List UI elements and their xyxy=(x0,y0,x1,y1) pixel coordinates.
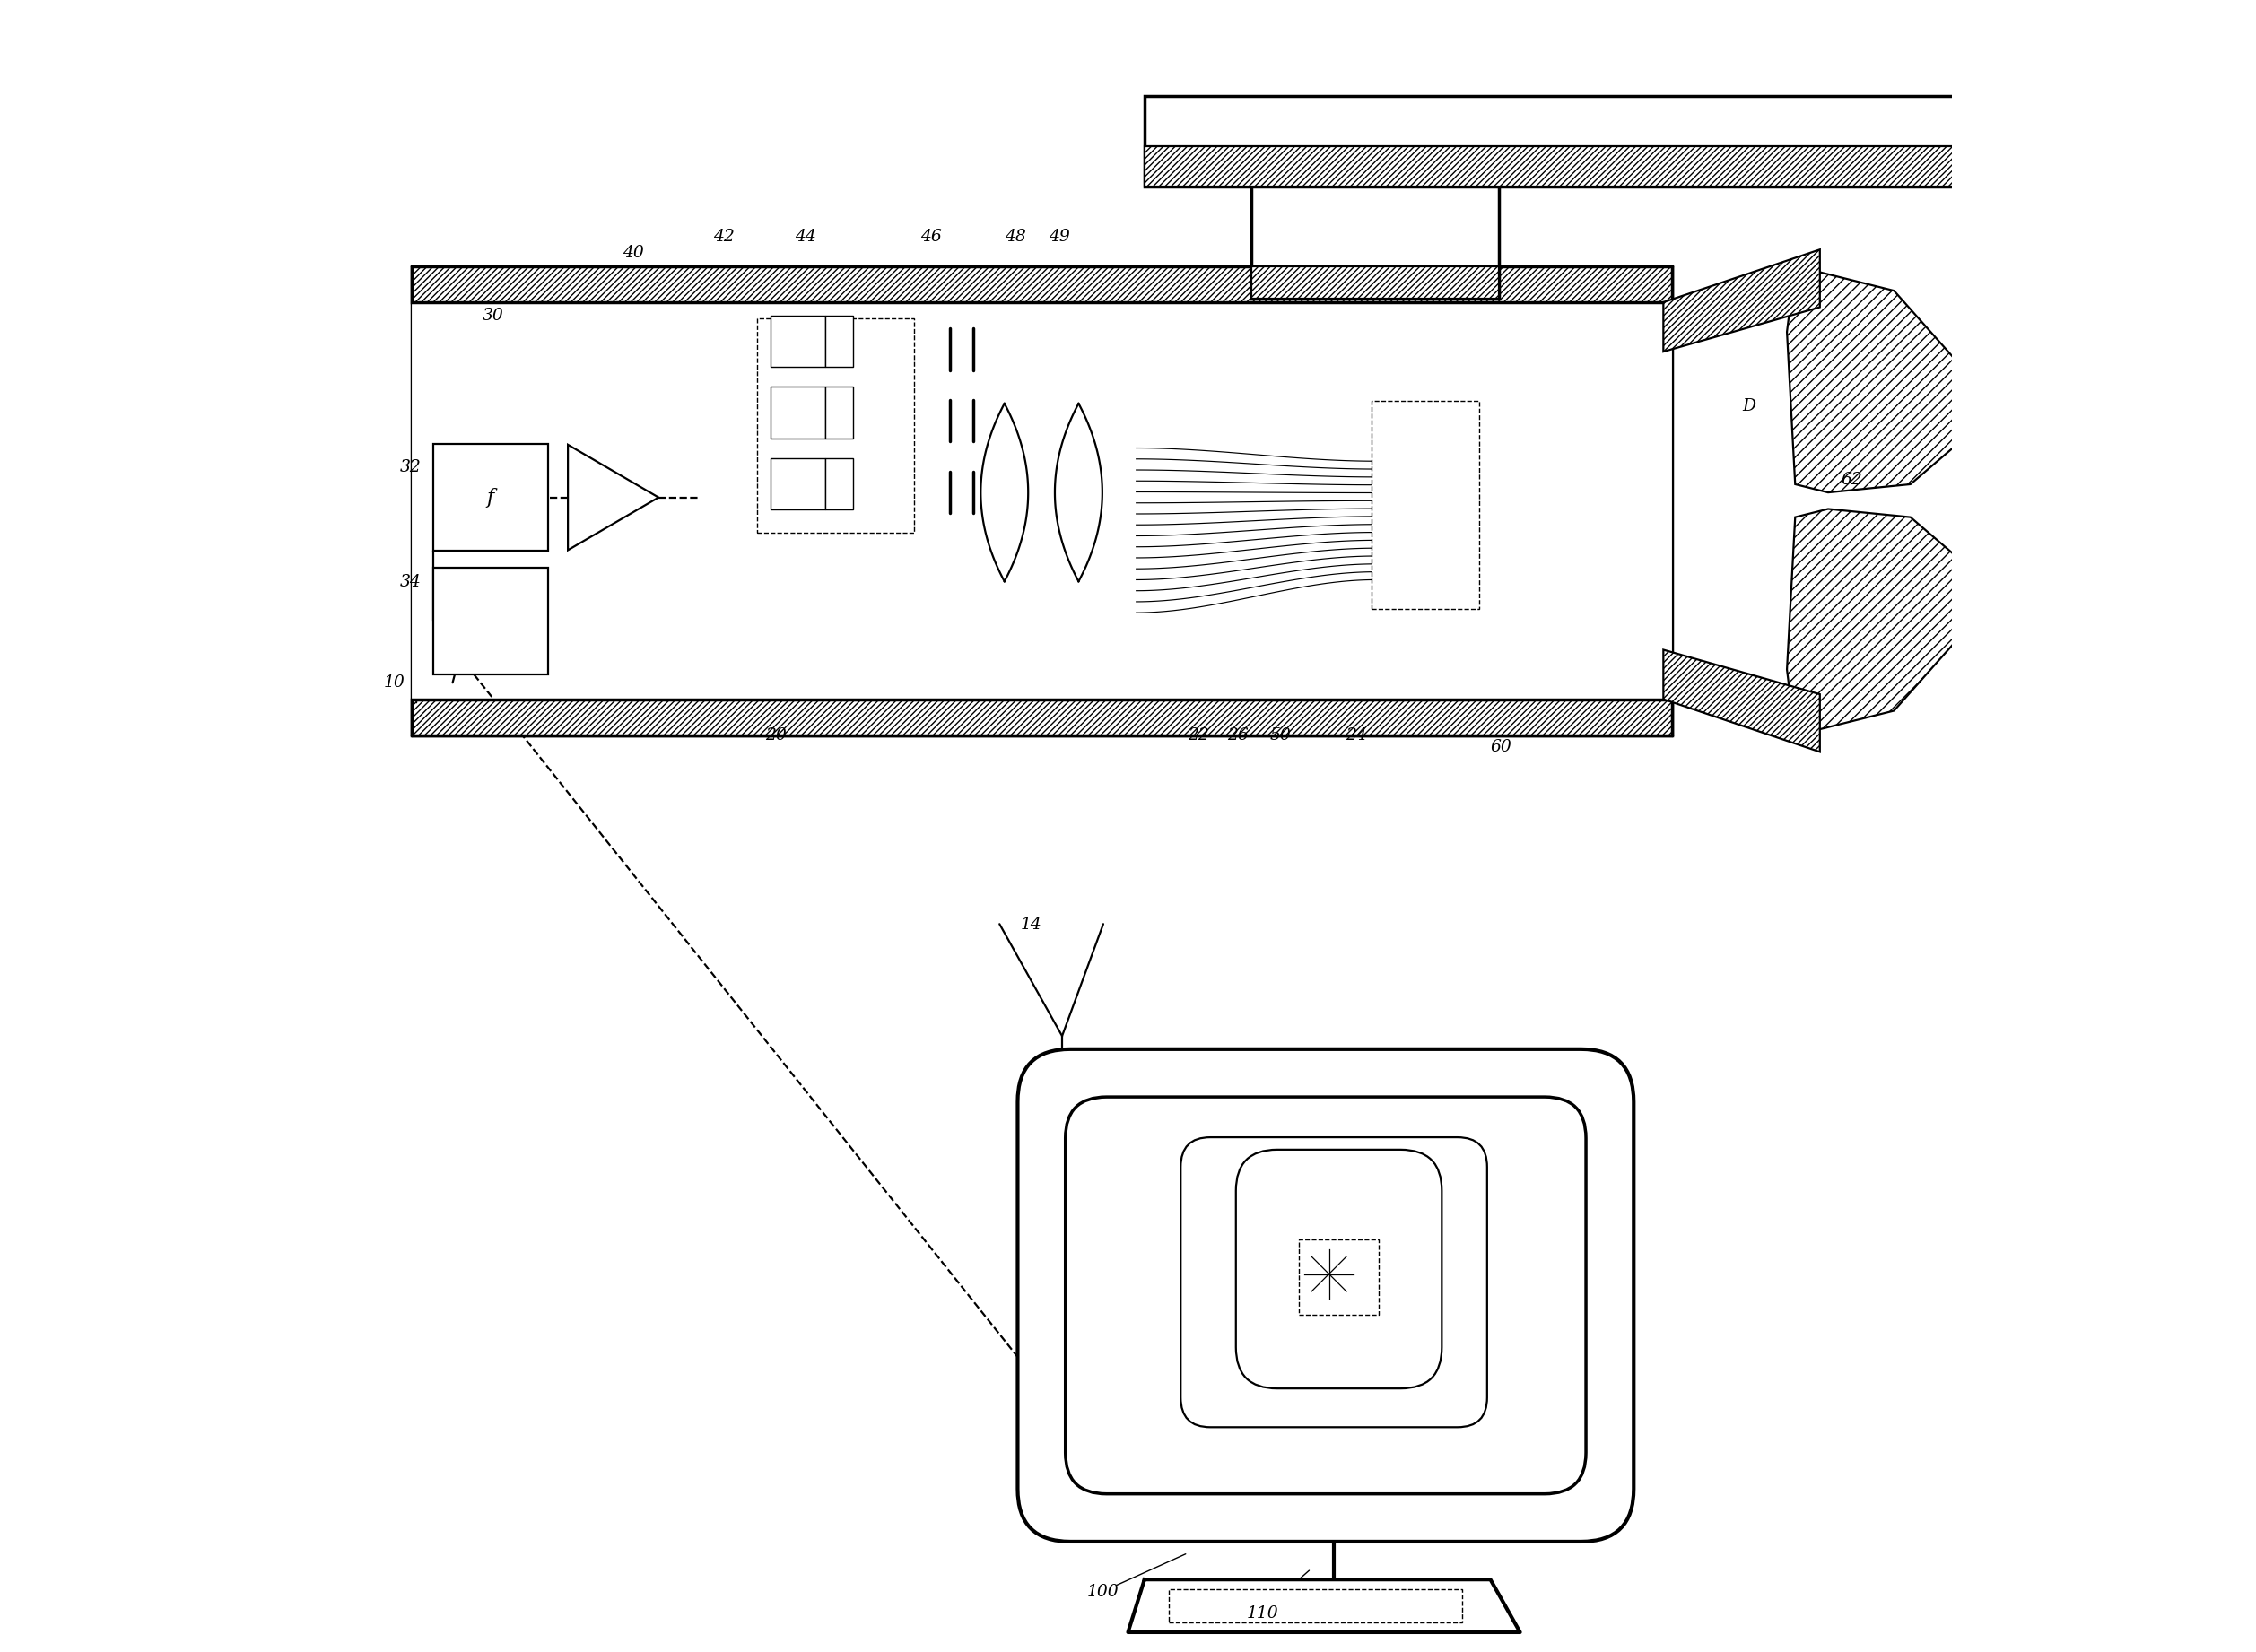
Text: f: f xyxy=(487,487,494,507)
Text: 22: 22 xyxy=(1187,727,1209,743)
FancyBboxPatch shape xyxy=(1236,1150,1442,1388)
Polygon shape xyxy=(1787,266,1967,492)
FancyBboxPatch shape xyxy=(1017,1049,1633,1541)
Text: 20: 20 xyxy=(765,727,787,743)
Bar xyxy=(1252,266,1498,299)
Polygon shape xyxy=(1128,1579,1521,1632)
Bar xyxy=(758,319,914,534)
Polygon shape xyxy=(1787,509,1967,735)
Bar xyxy=(411,266,1672,302)
Text: 27: 27 xyxy=(1182,167,1205,183)
Bar xyxy=(772,387,826,438)
Text: 40: 40 xyxy=(623,244,643,261)
Text: 24: 24 xyxy=(1345,727,1367,743)
Text: 44: 44 xyxy=(796,228,817,244)
Text: 50: 50 xyxy=(1270,727,1290,743)
Text: 100: 100 xyxy=(1087,1584,1119,1599)
Bar xyxy=(1372,401,1480,608)
Bar xyxy=(826,387,853,438)
Bar xyxy=(433,567,548,674)
Text: 42: 42 xyxy=(713,228,733,244)
Text: D: D xyxy=(1742,398,1755,415)
Text: 110: 110 xyxy=(1248,1606,1279,1621)
FancyBboxPatch shape xyxy=(1065,1097,1586,1493)
Text: 60: 60 xyxy=(1491,738,1512,755)
Bar xyxy=(826,316,853,367)
Text: 66: 66 xyxy=(1442,150,1462,167)
Bar xyxy=(826,458,853,510)
Bar xyxy=(433,444,548,552)
Bar xyxy=(1252,167,1498,299)
Text: 30: 30 xyxy=(483,307,503,324)
Bar xyxy=(1299,1239,1378,1315)
Text: 10: 10 xyxy=(384,674,404,691)
Bar xyxy=(1169,1589,1462,1622)
Text: 48: 48 xyxy=(1004,228,1026,244)
Text: 46: 46 xyxy=(920,228,941,244)
Bar xyxy=(772,458,826,510)
Text: 34: 34 xyxy=(399,575,422,590)
Polygon shape xyxy=(569,444,659,550)
Bar xyxy=(1144,96,2015,187)
Polygon shape xyxy=(1663,649,1821,752)
Text: 49: 49 xyxy=(1049,228,1069,244)
Bar xyxy=(411,699,1672,735)
Text: 116: 116 xyxy=(1491,1460,1523,1477)
Text: 28: 28 xyxy=(1216,167,1236,183)
Text: 111: 111 xyxy=(1038,1422,1069,1439)
Text: 62: 62 xyxy=(1841,472,1863,489)
Text: 12: 12 xyxy=(1484,1394,1505,1411)
Text: 26: 26 xyxy=(1227,727,1248,743)
Text: 116: 116 xyxy=(1466,1358,1500,1374)
FancyBboxPatch shape xyxy=(1180,1137,1487,1427)
Text: 14: 14 xyxy=(1022,917,1042,933)
Text: 16: 16 xyxy=(1521,1497,1541,1513)
Text: 112: 112 xyxy=(1038,1493,1069,1510)
Bar xyxy=(1144,145,2015,187)
Bar xyxy=(1967,109,2015,752)
Polygon shape xyxy=(1663,249,1821,352)
Text: 32: 32 xyxy=(399,459,422,476)
Bar xyxy=(411,302,1672,699)
Bar xyxy=(772,316,826,367)
